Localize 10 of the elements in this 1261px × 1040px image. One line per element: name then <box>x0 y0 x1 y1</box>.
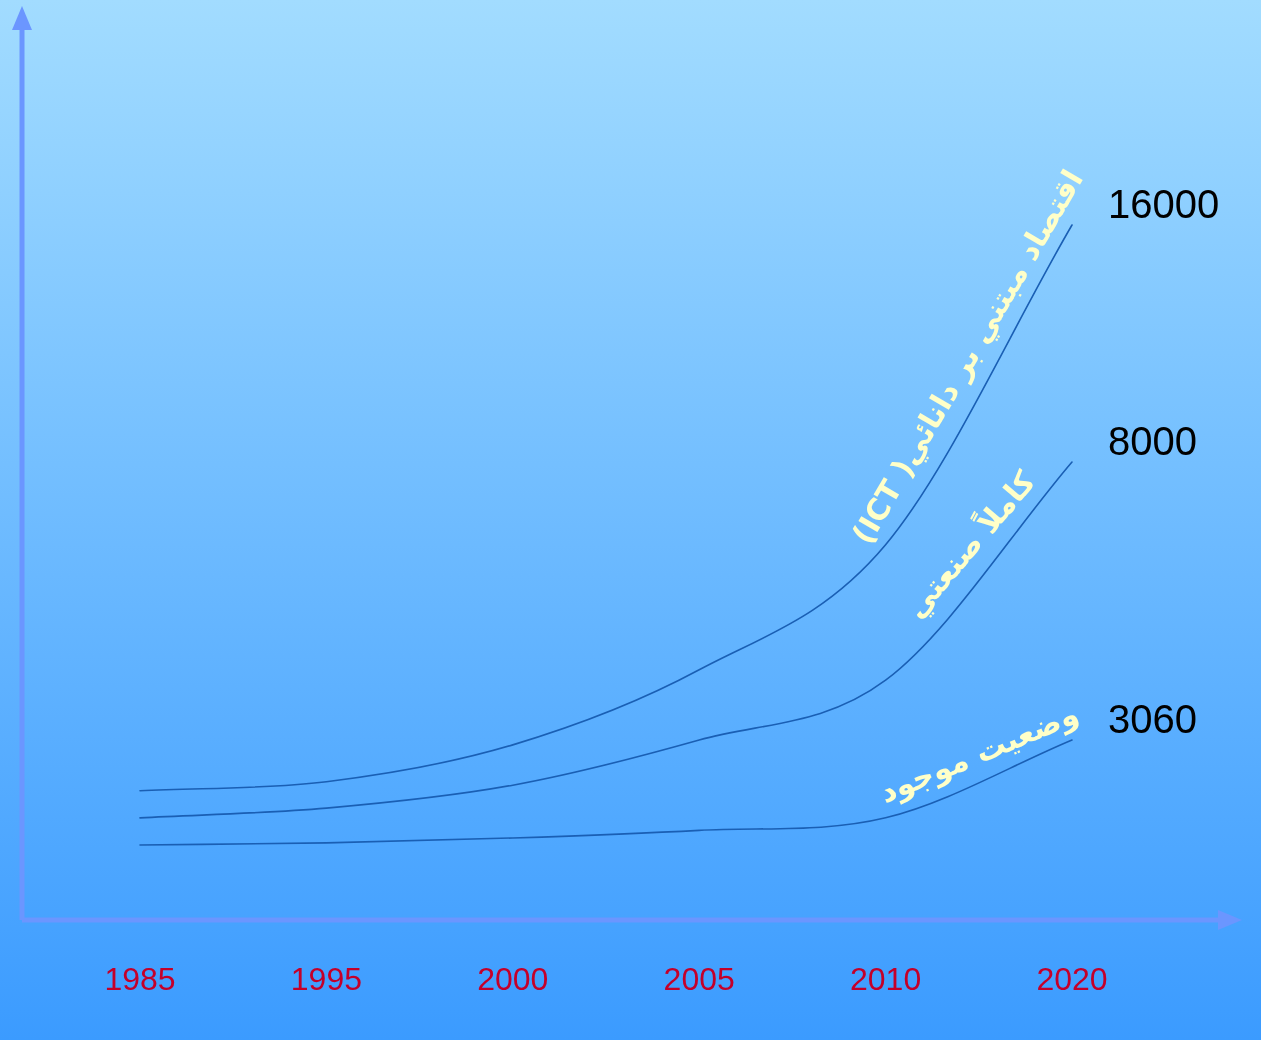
x-tick-label: 2020 <box>1036 961 1108 997</box>
annotation: 8000 <box>1108 418 1197 463</box>
annotation: 16000 <box>1108 181 1220 226</box>
annotation: 3060 <box>1108 696 1197 741</box>
x-tick-label: 2000 <box>477 961 549 997</box>
x-tick-label: 2005 <box>663 961 735 997</box>
x-tick-label: 2010 <box>850 961 922 997</box>
x-tick-label: 1985 <box>104 961 176 997</box>
text: وضعيت موجود <box>874 695 1084 811</box>
x-tick-label: 1995 <box>290 961 362 997</box>
